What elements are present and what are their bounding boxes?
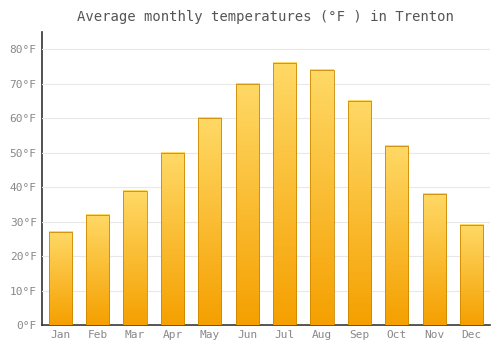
Bar bbox=[161, 153, 184, 326]
Bar bbox=[422, 194, 446, 326]
Bar bbox=[198, 118, 222, 326]
Bar bbox=[124, 191, 146, 326]
Bar bbox=[273, 63, 296, 326]
Title: Average monthly temperatures (°F ) in Trenton: Average monthly temperatures (°F ) in Tr… bbox=[78, 10, 454, 24]
Bar bbox=[348, 101, 371, 326]
Bar bbox=[460, 225, 483, 326]
Bar bbox=[48, 232, 72, 326]
Bar bbox=[236, 84, 259, 326]
Bar bbox=[86, 215, 110, 326]
Bar bbox=[385, 146, 408, 326]
Bar bbox=[310, 70, 334, 326]
